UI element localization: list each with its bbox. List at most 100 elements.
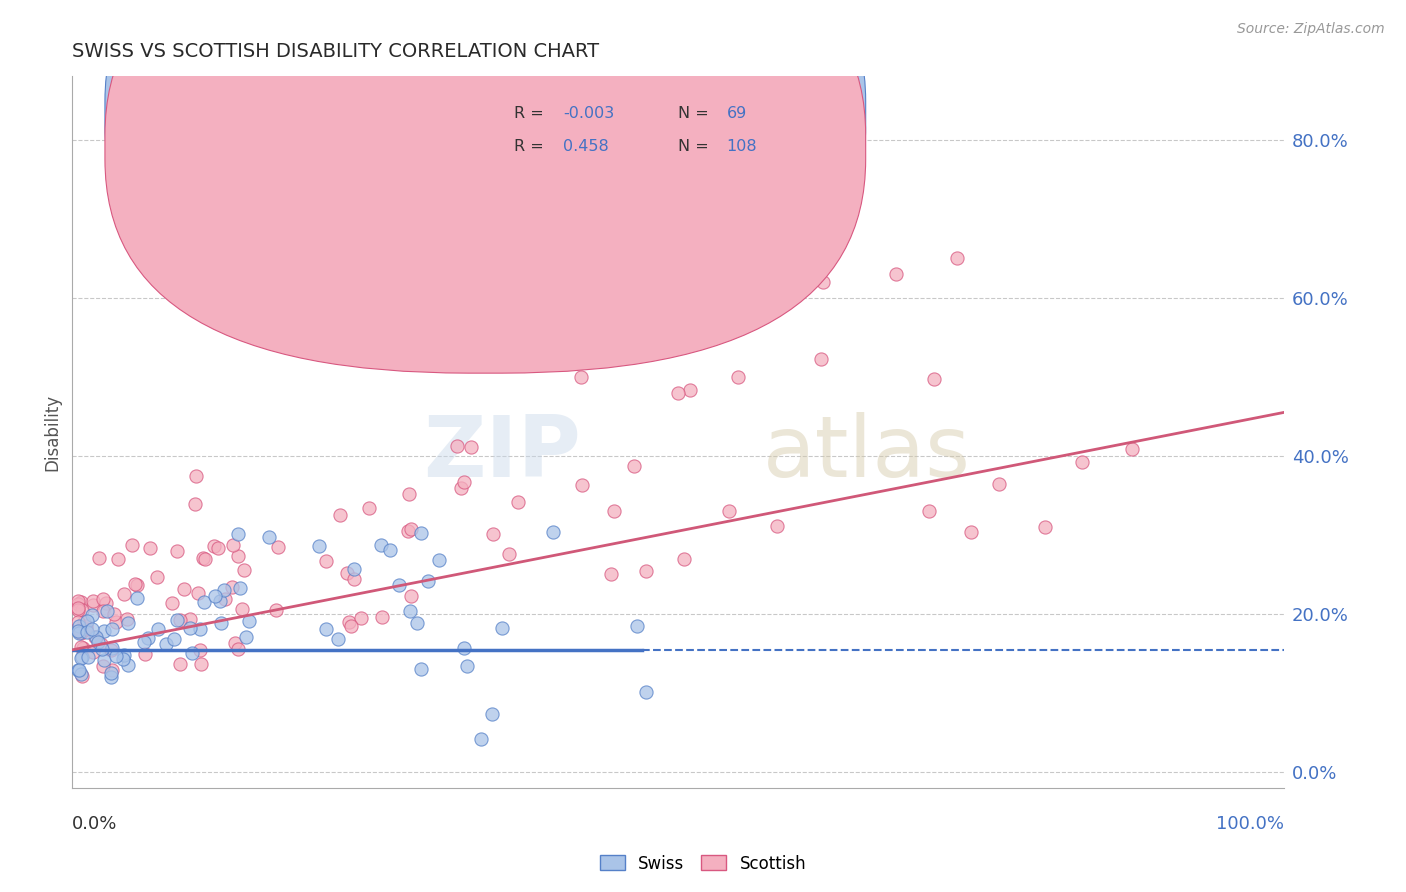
Text: N =: N =	[678, 139, 714, 154]
Point	[350, 610, 373, 624]
Point	[917, 504, 939, 518]
Point	[67, 663, 90, 677]
Point	[267, 541, 290, 555]
Point	[107, 552, 129, 566]
Point	[491, 621, 513, 635]
Point	[224, 635, 246, 649]
Point	[115, 612, 138, 626]
Point	[125, 578, 148, 592]
Point	[75, 619, 97, 633]
Point	[209, 615, 232, 630]
Point	[226, 526, 249, 541]
Point	[82, 645, 104, 659]
Point	[90, 637, 112, 651]
Point	[453, 641, 475, 656]
Point	[163, 632, 186, 646]
Point	[72, 641, 94, 656]
Point	[75, 622, 97, 636]
Point	[409, 526, 432, 541]
Point	[427, 552, 450, 566]
Point	[190, 657, 212, 672]
Point	[343, 572, 366, 586]
Point	[600, 566, 623, 581]
Text: 0.458: 0.458	[562, 139, 609, 154]
Point	[340, 619, 363, 633]
Point	[666, 385, 689, 400]
Point	[603, 504, 626, 518]
Point	[139, 541, 162, 556]
Point	[226, 549, 249, 564]
Point	[188, 622, 211, 636]
Point	[183, 497, 205, 511]
Point	[679, 384, 702, 398]
Text: SWISS VS SCOTTISH DISABILITY CORRELATION CHART: SWISS VS SCOTTISH DISABILITY CORRELATION…	[72, 42, 599, 61]
Point	[405, 616, 427, 631]
Text: ZIP: ZIP	[423, 412, 581, 495]
Point	[221, 580, 243, 594]
Point	[127, 591, 149, 605]
Point	[67, 624, 90, 639]
Point	[70, 595, 93, 609]
Point	[337, 615, 360, 629]
Point	[388, 578, 411, 592]
Point	[636, 564, 658, 578]
Point	[179, 621, 201, 635]
Point	[221, 537, 243, 551]
Point	[399, 522, 422, 536]
Point	[134, 635, 156, 649]
Point	[481, 707, 503, 722]
Point	[370, 538, 392, 552]
Text: atlas: atlas	[762, 412, 970, 495]
Point	[810, 352, 832, 367]
Point	[117, 657, 139, 672]
Point	[93, 653, 115, 667]
Point	[76, 625, 98, 640]
Point	[67, 597, 90, 611]
Text: R =: R =	[515, 139, 554, 154]
Point	[84, 630, 107, 644]
Point	[371, 609, 394, 624]
Point	[114, 648, 136, 662]
Point	[82, 608, 104, 623]
Point	[636, 684, 658, 698]
Text: 100.0%: 100.0%	[1216, 815, 1284, 833]
Point	[169, 657, 191, 671]
Point	[194, 552, 217, 566]
Point	[91, 604, 114, 618]
Point	[960, 525, 983, 540]
Point	[69, 666, 91, 681]
Text: 108: 108	[727, 139, 756, 154]
Point	[101, 622, 124, 636]
Point	[166, 544, 188, 558]
Point	[257, 530, 280, 544]
Point	[155, 637, 177, 651]
Point	[96, 604, 118, 618]
Point	[204, 590, 226, 604]
Point	[160, 596, 183, 610]
Point	[67, 603, 90, 617]
Point	[69, 650, 91, 665]
Point	[212, 582, 235, 597]
Point	[173, 582, 195, 597]
Point	[190, 642, 212, 657]
Point	[1035, 520, 1057, 534]
Point	[456, 659, 478, 673]
Point	[399, 604, 422, 618]
Text: Source: ZipAtlas.com: Source: ZipAtlas.com	[1237, 22, 1385, 37]
Point	[315, 622, 337, 636]
Point	[329, 508, 352, 523]
Text: R =: R =	[515, 106, 550, 120]
Text: 0.0%: 0.0%	[72, 815, 118, 833]
Point	[103, 607, 125, 621]
Text: -0.003: -0.003	[562, 106, 614, 120]
Point	[91, 659, 114, 673]
Point	[233, 564, 256, 578]
Point	[399, 589, 422, 603]
Point	[134, 647, 156, 661]
Point	[235, 630, 257, 644]
Point	[727, 369, 749, 384]
Point	[82, 598, 104, 612]
Point	[187, 586, 209, 600]
Point	[672, 551, 695, 566]
Point	[470, 732, 492, 747]
